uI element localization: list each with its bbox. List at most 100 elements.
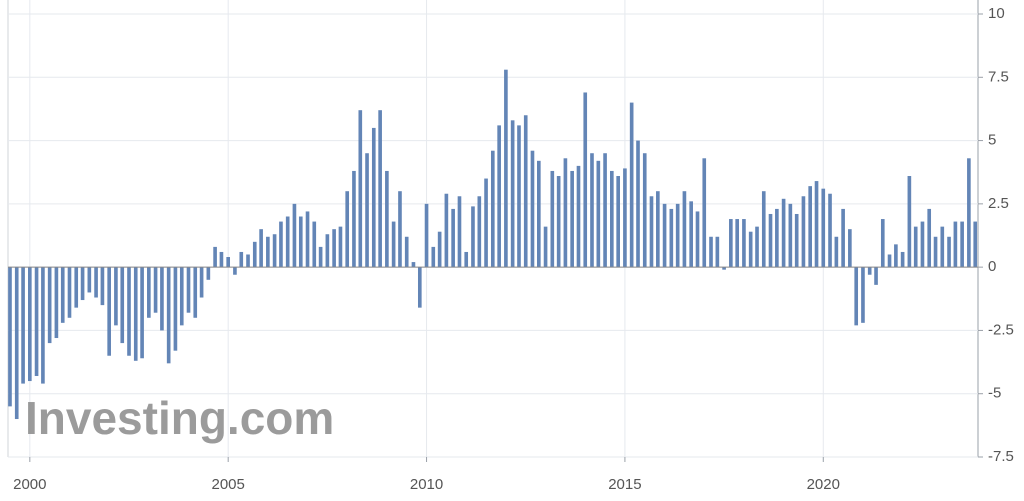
y-tick-label: 10: [988, 5, 1005, 22]
bar: [967, 158, 971, 268]
bar: [808, 186, 813, 268]
bar: [246, 254, 250, 268]
bar: [41, 267, 45, 384]
bar: [365, 153, 369, 268]
bar: [312, 221, 317, 268]
bar: [913, 226, 918, 268]
bar: [874, 267, 878, 285]
bar: [848, 229, 852, 268]
bar: [239, 251, 244, 268]
bar: [94, 267, 98, 298]
bar: [298, 216, 303, 268]
bar: [517, 125, 521, 268]
bar: [788, 203, 793, 268]
y-tick-label: 5: [988, 132, 996, 149]
bar: [907, 176, 912, 268]
bar: [272, 234, 277, 268]
bar: [352, 170, 356, 268]
bar: [114, 267, 118, 326]
bar: [437, 231, 442, 268]
bar: [358, 110, 363, 268]
bar: [100, 267, 105, 306]
bar: [610, 170, 614, 268]
bar: [550, 170, 555, 268]
x-tick-label: 2005: [211, 476, 244, 493]
bar: [656, 191, 660, 268]
bar: [729, 219, 733, 268]
bar: [689, 201, 693, 268]
bar: [160, 267, 164, 331]
bar: [748, 231, 753, 268]
bar: [947, 236, 951, 268]
bar: [854, 267, 859, 326]
y-tick-label: 7.5: [988, 68, 1009, 85]
bar: [603, 153, 607, 268]
bar: [669, 208, 674, 268]
bar: [8, 267, 12, 407]
bar: [775, 208, 779, 268]
y-tick-label: 0: [988, 258, 996, 275]
bar: [398, 191, 402, 268]
bar: [675, 203, 680, 268]
bar: [596, 160, 601, 268]
bar: [213, 246, 217, 268]
bar: [649, 196, 654, 268]
bar: [933, 236, 938, 268]
bar: [504, 69, 508, 268]
bar: [867, 267, 872, 275]
bar: [338, 226, 343, 268]
y-tick-label: 2.5: [988, 195, 1009, 212]
bar: [305, 211, 310, 268]
bar: [900, 251, 905, 268]
bar: [14, 267, 19, 420]
bar: [510, 120, 515, 268]
x-tick-label: 2015: [608, 476, 641, 493]
bar: [623, 168, 627, 268]
bar: [761, 191, 766, 268]
bar: [140, 267, 144, 359]
bar: [186, 267, 191, 313]
bar: [219, 251, 224, 268]
bar: [537, 160, 541, 268]
bar: [497, 125, 501, 268]
bar: [127, 267, 131, 356]
bar: [193, 267, 198, 318]
bar: [940, 226, 945, 268]
y-tick-label: -7.5: [988, 448, 1014, 465]
bar: [709, 236, 713, 268]
bar: [722, 267, 726, 270]
bar: [530, 150, 535, 268]
bar: [755, 226, 759, 268]
bar: [471, 206, 475, 268]
bar: [490, 150, 495, 268]
bar: [702, 158, 707, 268]
bar: [147, 267, 151, 318]
bar: [464, 251, 469, 268]
bar: [563, 158, 568, 268]
bar: [404, 236, 409, 268]
bar: [629, 102, 634, 268]
bar: [325, 234, 330, 268]
bar: [292, 203, 297, 268]
bar: [166, 267, 171, 364]
bar: [424, 203, 429, 268]
bar: [920, 221, 925, 268]
bar: [391, 221, 396, 268]
y-tick-label: -5: [988, 385, 1001, 402]
bar: [252, 241, 257, 268]
bar: [828, 193, 832, 268]
bar: [742, 219, 746, 268]
bar: [411, 262, 416, 268]
bar: [74, 267, 79, 308]
bar: [477, 196, 482, 268]
bar: [973, 221, 978, 268]
bar: [682, 191, 687, 268]
bar: [834, 236, 839, 268]
bar: [120, 267, 125, 344]
bar: [880, 219, 885, 268]
bar: [484, 178, 488, 268]
bar: [636, 140, 640, 268]
bar: [570, 170, 574, 268]
bar: [34, 267, 39, 376]
